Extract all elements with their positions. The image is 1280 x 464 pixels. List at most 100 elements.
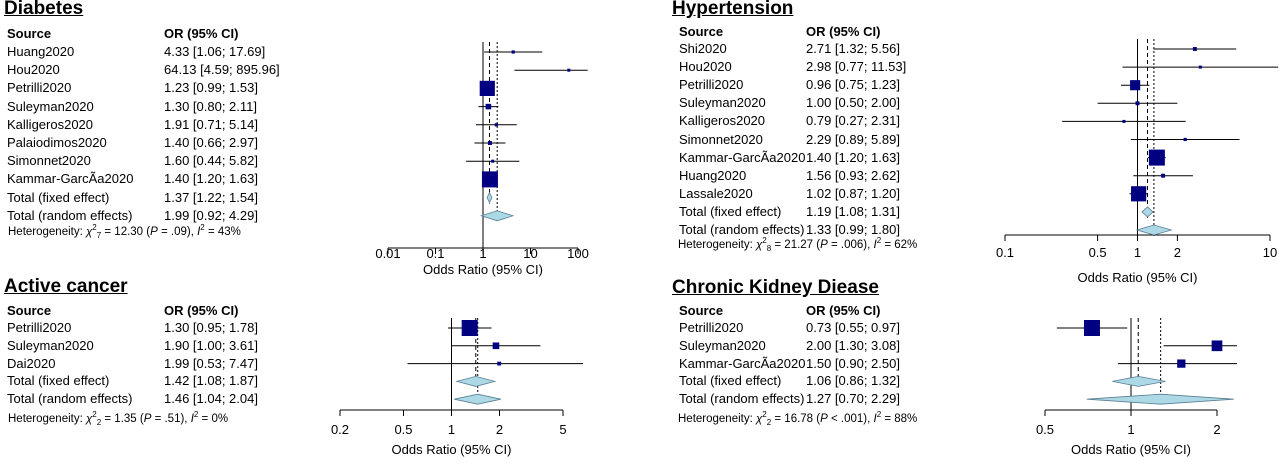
x-tick-label: 0.5: [1089, 245, 1107, 260]
random-effects-label: Total (random effects): [7, 391, 133, 407]
study-or-value: 1.30 [0.95; 1.78]: [164, 320, 258, 335]
study-source-label: Suleyman2020: [679, 95, 766, 111]
study-or-value: 1.40 [1.20; 1.63]: [164, 171, 258, 187]
study-source-label: Suleyman2020: [7, 337, 94, 353]
x-axis-label: Odds Ratio (95% CI): [1071, 442, 1191, 457]
study-or-value: 2.98 [0.77; 11.53]: [806, 59, 907, 75]
or-header: OR (95% CI): [806, 303, 881, 318]
study-or-value: 1.40 [0.66; 2.97]: [164, 135, 258, 150]
study-square: [1122, 119, 1126, 123]
fixed-effect-value: 1.06 [0.86; 1.32]: [806, 373, 900, 389]
panel-title: Hypertension: [672, 0, 794, 19]
study-source-label: Petrilli2020: [679, 320, 744, 335]
x-tick-label: 1: [1127, 422, 1134, 437]
source-header: Source: [7, 303, 52, 318]
x-tick-label: 10: [1263, 245, 1277, 260]
forest-panel-diabetes: Diabetes Source OR (95% CI) Heterogeneit…: [0, 0, 620, 280]
forest-1: 0.1 0.5 1 2 10 Odds Ratio (95% CI): [996, 39, 1279, 285]
forest-3: 0.5 1 2 Odds Ratio (95% CI): [1036, 318, 1237, 457]
study-source-label: Kammar-GarcÃ­a2020: [679, 149, 806, 165]
study-or-value: 1.02 [0.87; 1.20]: [806, 185, 900, 201]
study-square: [485, 103, 492, 110]
fixed-effect-label: Total (fixed effect): [679, 373, 782, 389]
random-effects-diamond: [454, 393, 501, 405]
x-tick-label: 0.1: [426, 246, 444, 261]
x-axis-label: Odds Ratio (95% CI): [392, 442, 512, 457]
study-or-value: 0.96 [0.75; 1.23]: [806, 77, 900, 93]
study-source-label: Shi2020: [679, 41, 727, 56]
study-source-label: Simonnet2020: [679, 131, 763, 147]
study-source-label: Palaiodimos2020: [7, 135, 107, 150]
random-effects-value: 1.99 [0.92; 4.29]: [164, 207, 258, 223]
fixed-effect-value: 1.42 [1.08; 1.87]: [164, 373, 258, 389]
source-header: Source: [679, 303, 724, 318]
forest-2: 0.2 0.5 1 2 5 Odds Ratio (95% CI): [331, 318, 583, 457]
study-square: [491, 159, 495, 163]
study-or-value: 1.00 [0.50; 2.00]: [806, 95, 900, 111]
fixed-effect-diamond: [455, 375, 497, 387]
x-tick-label: 2: [496, 422, 503, 437]
study-square: [1177, 359, 1186, 368]
study-source-label: Suleyman2020: [7, 98, 94, 114]
x-axis-label: Odds Ratio (95% CI): [423, 262, 543, 277]
study-square: [1161, 173, 1166, 178]
study-square: [492, 342, 500, 350]
study-or-value: 2.00 [1.30; 3.08]: [806, 337, 900, 353]
study-source-label: Kammar-GarcÃ­a2020: [679, 355, 806, 371]
study-source-label: Petrilli2020: [679, 77, 744, 93]
random-effects-diamond: [1135, 224, 1173, 236]
study-or-value: 1.91 [0.71; 5.14]: [164, 116, 258, 132]
study-source-label: Hou2020: [7, 62, 60, 78]
source-header: Source: [7, 26, 52, 41]
or-header: OR (95% CI): [164, 303, 239, 318]
study-square: [487, 141, 492, 145]
x-tick-label: 1: [448, 422, 455, 437]
study-square: [1148, 149, 1165, 166]
fixed-effect-label: Total (fixed effect): [7, 189, 110, 205]
heterogeneity-text: Heterogeneity: χ22 = 16.78 (P < .001), I…: [678, 410, 918, 428]
random-effects-diamond: [1086, 393, 1234, 405]
forest-panel-active-cancer: Active cancer Source OR (95% CI) Heterog…: [0, 0, 620, 464]
study-square: [497, 361, 502, 366]
study-square: [1135, 101, 1140, 106]
study-or-value: 1.56 [0.93; 2.62]: [806, 167, 900, 183]
fixed-effect-value: 1.37 [1.22; 1.54]: [164, 189, 258, 205]
study-source-label: Lassale2020: [679, 185, 753, 201]
study-or-value: 0.79 [0.27; 2.31]: [806, 113, 900, 129]
x-tick-label: 0.5: [1036, 422, 1054, 437]
panel-title: Chronic Kidney Diease: [672, 277, 879, 298]
random-effects-value: 1.46 [1.04; 2.04]: [164, 391, 258, 407]
study-source-label: Huang2020: [679, 167, 747, 183]
x-axis-label: Odds Ratio (95% CI): [1078, 270, 1198, 285]
x-tick-label: 100: [567, 246, 589, 261]
study-square: [479, 80, 495, 96]
study-square: [1183, 137, 1187, 142]
study-source-label: Huang2020: [7, 44, 75, 59]
fixed-effect-label: Total (fixed effect): [7, 373, 110, 389]
study-or-value: 4.33 [1.06; 17.69]: [164, 44, 266, 59]
heterogeneity-text: Heterogeneity: χ28 = 21.27 (P = .006), I…: [678, 236, 918, 254]
x-tick-label: 1: [479, 246, 486, 261]
study-square: [567, 68, 571, 72]
study-square: [1130, 80, 1141, 91]
fixed-effect-diamond: [1141, 206, 1154, 218]
forest-panel-hypertension: Hypertension Source OR (95% CI) Heteroge…: [672, 0, 918, 254]
study-or-value: 2.71 [1.32; 5.56]: [806, 41, 900, 56]
source-header: Source: [679, 24, 724, 39]
study-source-label: Dai2020: [7, 355, 56, 371]
study-square: [1198, 65, 1202, 69]
random-effects-label: Total (random effects): [7, 207, 133, 223]
study-or-value: 1.90 [1.00; 3.61]: [164, 337, 258, 353]
x-tick-label: 1: [1134, 245, 1141, 260]
study-source-label: Kammar-GarcÃ­a2020: [7, 171, 134, 187]
study-or-value: 1.23 [0.99; 1.53]: [164, 80, 258, 96]
fixed-effect-diamond: [486, 191, 493, 204]
random-effects-label: Total (random effects): [679, 222, 805, 237]
study-square: [1192, 47, 1197, 51]
or-header: OR (95% CI): [806, 24, 881, 39]
study-or-value: 1.40 [1.20; 1.63]: [806, 149, 900, 165]
heterogeneity-text: Heterogeneity: χ22 = 1.35 (P = .51), I2 …: [8, 410, 229, 428]
study-or-value: 1.50 [0.90; 2.50]: [806, 355, 900, 371]
study-square: [481, 171, 498, 188]
